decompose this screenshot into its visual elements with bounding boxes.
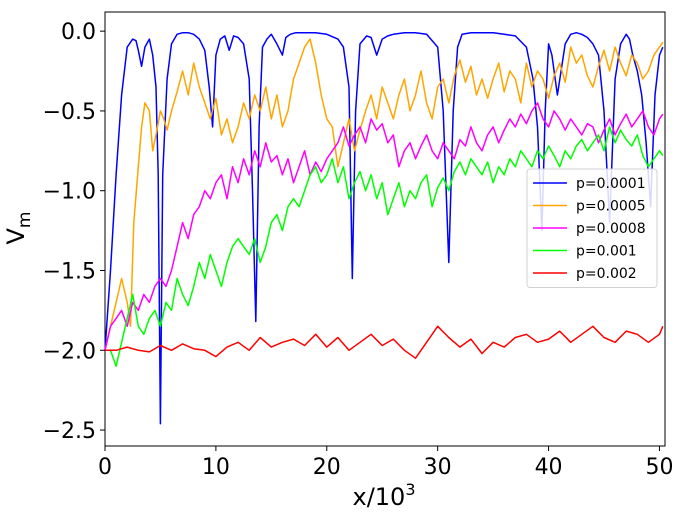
legend-box xyxy=(526,168,658,288)
legend: p=0.0001 p=0.0005 p=0.0008 p=0.001 p=0.002 xyxy=(526,168,658,288)
series-line-4 xyxy=(105,126,664,367)
x-tick-label: 10 xyxy=(202,455,230,480)
legend-label-2: p=0.0005 xyxy=(576,199,646,215)
y-tick-label: −0.5 xyxy=(43,100,96,125)
y-axis-ticks: 0.0 −0.5 −1.0 −1.5 −2.0 −2.5 xyxy=(43,20,105,444)
series-line-3 xyxy=(104,102,664,351)
y-tick-label: −1.0 xyxy=(43,180,96,205)
x-tick-label: 40 xyxy=(535,455,563,480)
legend-label-5: p=0.002 xyxy=(576,266,637,282)
y-tick-label: −1.5 xyxy=(43,259,96,284)
series-line-5 xyxy=(105,325,664,359)
x-tick-label: 0 xyxy=(98,455,112,480)
plot-area xyxy=(104,11,666,447)
x-axis-label: x/103 xyxy=(352,480,415,511)
x-tick-label: 50 xyxy=(645,455,673,480)
x-tick-label: 30 xyxy=(424,455,452,480)
legend-label-4: p=0.001 xyxy=(576,244,637,260)
plot-frame xyxy=(104,11,666,447)
x-axis-ticks: 0 10 20 30 40 50 xyxy=(98,446,673,480)
y-tick-label: −2.5 xyxy=(43,419,96,444)
y-axis-label: Vm xyxy=(2,212,35,245)
series-line-1 xyxy=(104,31,664,425)
legend-label-1: p=0.0001 xyxy=(576,176,646,192)
legend-label-3: p=0.0008 xyxy=(576,221,646,237)
y-tick-label: −2.0 xyxy=(43,339,96,364)
y-tick-label: 0.0 xyxy=(61,20,96,45)
series-layer xyxy=(104,31,664,425)
x-tick-label: 20 xyxy=(313,455,341,480)
series-line-2 xyxy=(104,38,664,351)
